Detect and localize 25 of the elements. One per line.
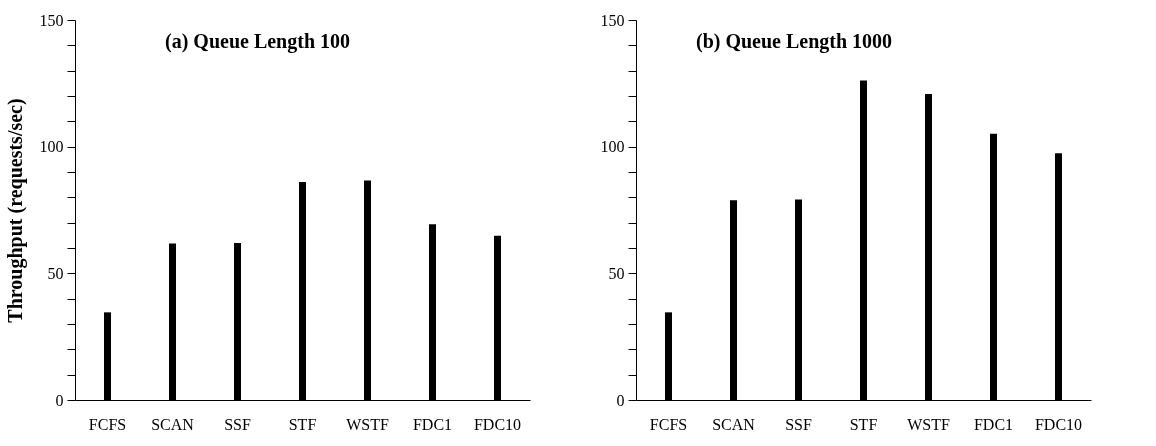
x-tick-label: FDC1 xyxy=(973,415,1014,433)
y-tick-label: 100 xyxy=(39,138,64,156)
x-tick-label: FCFS xyxy=(649,415,688,433)
x-tick-label: STF xyxy=(288,415,317,433)
x-tick-label: SSF xyxy=(785,415,812,433)
y-tick-label: 150 xyxy=(39,11,64,29)
x-tick-label: SCAN xyxy=(151,415,195,433)
y-tick-label: 0 xyxy=(55,391,64,409)
text: (a) Queue Length 100 xyxy=(165,30,350,53)
x-tick-label: FDC1 xyxy=(412,415,453,433)
y-tick-label: 0 xyxy=(616,391,625,409)
text: (b) Queue Length 1000 xyxy=(696,30,893,53)
y-tick-label: 150 xyxy=(600,11,625,29)
x-tick-label: FDC10 xyxy=(1034,415,1083,433)
x-tick-label: SCAN xyxy=(712,415,756,433)
x-tick-label: FDC10 xyxy=(473,415,522,433)
x-tick-label: FCFS xyxy=(88,415,127,433)
y-tick-label: 50 xyxy=(47,264,64,282)
y-tick-label: 50 xyxy=(608,264,625,282)
x-tick-label: WSTF xyxy=(346,415,389,433)
x-tick-label: STF xyxy=(849,415,878,433)
y-tick-label: 100 xyxy=(600,138,625,156)
x-tick-label: SSF xyxy=(224,415,251,433)
y-axis-title: Throughput (requests/sec) xyxy=(3,98,27,323)
x-tick-label: WSTF xyxy=(907,415,950,433)
